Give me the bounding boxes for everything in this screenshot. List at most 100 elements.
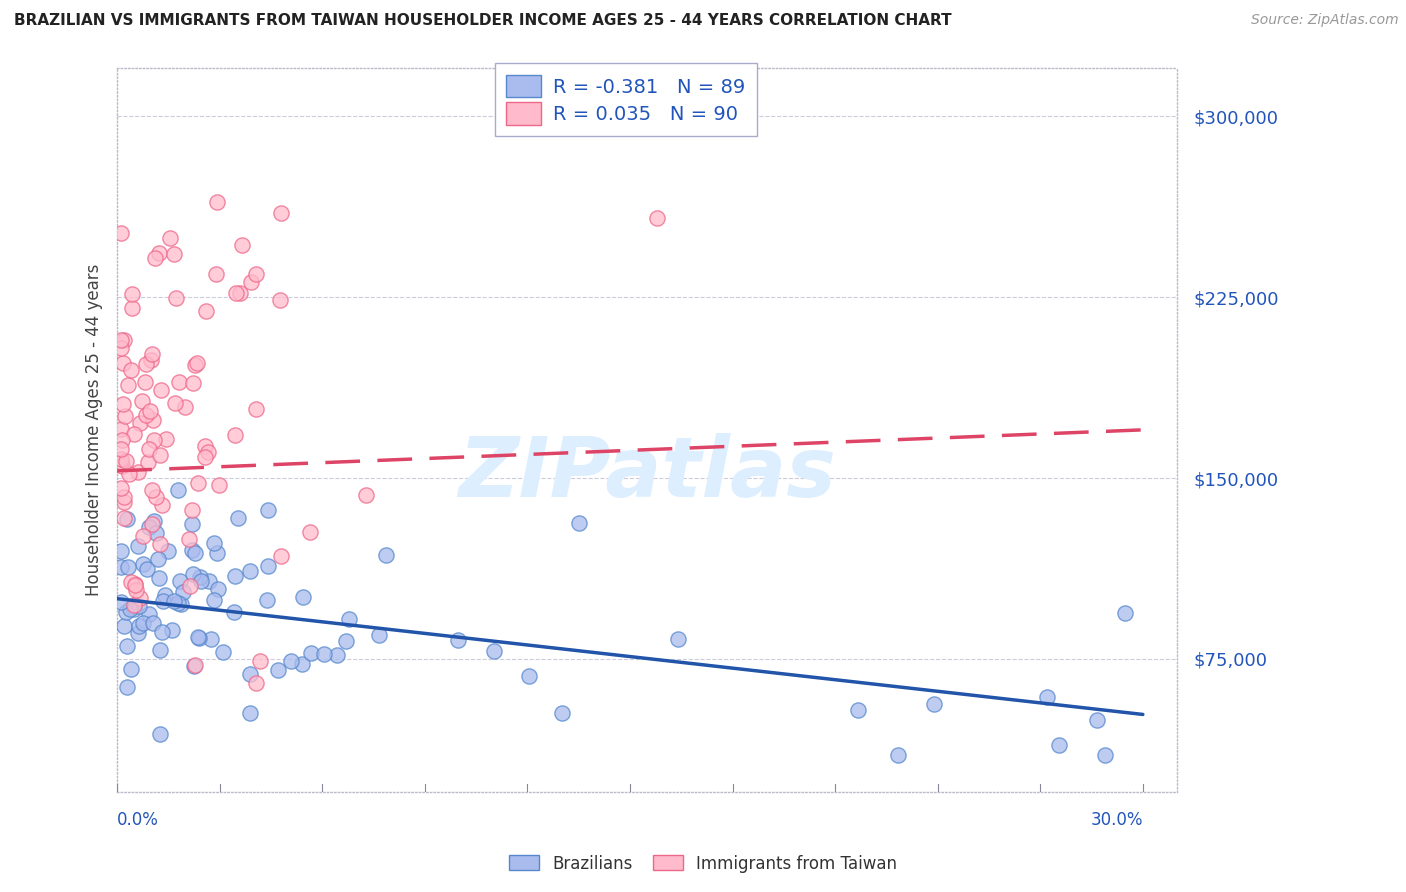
Point [132, 616, 155, 631]
Point [110, 458, 132, 473]
Point [118, 467, 141, 481]
Point [124, 576, 146, 591]
Text: BRAZILIAN VS IMMIGRANTS FROM TAIWAN HOUSEHOLDER INCOME AGES 25 - 44 YEARS CORREL: BRAZILIAN VS IMMIGRANTS FROM TAIWAN HOUS… [14, 13, 952, 29]
Point [225, 286, 247, 301]
Point [131, 394, 153, 409]
Point [136, 562, 159, 576]
Point [482, 644, 505, 658]
Point [163, 246, 186, 260]
Point [169, 574, 191, 588]
Point [129, 416, 152, 430]
Point [186, 356, 208, 370]
Point [354, 488, 377, 502]
Point [257, 559, 280, 574]
Point [368, 628, 391, 642]
Point [138, 607, 160, 621]
Point [374, 548, 396, 562]
Point [143, 515, 166, 529]
Point [148, 571, 170, 585]
Point [124, 578, 146, 592]
Point [125, 583, 148, 598]
Point [208, 478, 231, 492]
Point [112, 333, 135, 347]
Point [134, 375, 156, 389]
Point [152, 594, 174, 608]
Point [110, 341, 132, 355]
Point [205, 546, 228, 560]
Point [112, 491, 135, 505]
Point [1114, 607, 1136, 621]
Point [135, 408, 157, 422]
Point [666, 632, 689, 647]
Point [1085, 714, 1108, 728]
Point [150, 624, 173, 639]
Point [256, 502, 278, 516]
Point [1047, 738, 1070, 752]
Point [165, 396, 187, 410]
Point [270, 206, 292, 220]
Point [118, 602, 141, 616]
Point [194, 439, 217, 453]
Point [124, 427, 146, 442]
Point [117, 378, 139, 392]
Point [155, 432, 177, 446]
Legend: R = -0.381   N = 89, R = 0.035   N = 90: R = -0.381 N = 89, R = 0.035 N = 90 [495, 63, 756, 136]
Point [846, 703, 869, 717]
Point [267, 663, 290, 677]
Point [167, 483, 190, 497]
Point [163, 594, 186, 608]
Point [143, 434, 166, 448]
Point [224, 569, 246, 583]
Point [280, 654, 302, 668]
Point [167, 596, 190, 610]
Point [138, 520, 160, 534]
Point [312, 647, 335, 661]
Point [159, 231, 181, 245]
Point [114, 605, 136, 619]
Point [143, 252, 166, 266]
Text: 0.0%: 0.0% [117, 811, 159, 829]
Point [269, 293, 291, 307]
Point [335, 633, 357, 648]
Point [194, 303, 217, 318]
Point [187, 630, 209, 644]
Point [190, 574, 212, 589]
Point [177, 532, 200, 546]
Point [188, 632, 211, 646]
Point [142, 413, 165, 427]
Point [153, 588, 176, 602]
Point [110, 334, 132, 348]
Point [202, 536, 225, 550]
Point [121, 301, 143, 315]
Point [205, 267, 228, 281]
Point [141, 347, 163, 361]
Point [245, 402, 267, 417]
Point [148, 246, 170, 260]
Point [270, 549, 292, 564]
Point [183, 566, 205, 581]
Point [256, 593, 278, 607]
Point [922, 697, 945, 711]
Point [170, 597, 193, 611]
Point [112, 495, 135, 509]
Point [212, 645, 235, 659]
Point [149, 536, 172, 550]
Y-axis label: Householder Income Ages 25 - 44 years: Householder Income Ages 25 - 44 years [86, 264, 103, 596]
Point [150, 498, 173, 512]
Point [291, 657, 314, 672]
Point [181, 376, 204, 390]
Point [120, 363, 142, 377]
Point [110, 595, 132, 609]
Point [188, 570, 211, 584]
Point [174, 400, 197, 414]
Point [136, 455, 159, 469]
Point [207, 582, 229, 596]
Point [1094, 748, 1116, 763]
Point [122, 601, 145, 615]
Point [239, 667, 262, 681]
Point [231, 238, 253, 252]
Point [180, 503, 202, 517]
Point [172, 584, 194, 599]
Point [132, 557, 155, 571]
Point [202, 593, 225, 607]
